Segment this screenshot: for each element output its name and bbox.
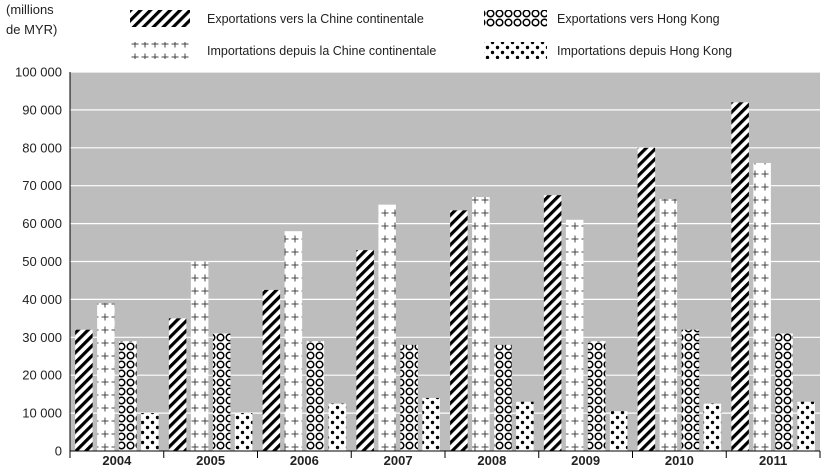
bar	[400, 344, 418, 451]
y-tick-label: 40 000	[22, 292, 62, 307]
y-tick-label: 30 000	[22, 330, 62, 345]
bar	[775, 333, 793, 451]
x-tick-label: 2011	[759, 453, 787, 467]
bar	[753, 162, 771, 451]
bar	[637, 147, 656, 452]
legend-swatch-imports-china	[130, 42, 190, 59]
legend-label-imports-china: Importations depuis la Chine continental…	[207, 44, 436, 58]
bar	[356, 250, 374, 451]
bars	[75, 102, 815, 452]
x-tick-label: 2005	[196, 453, 225, 467]
bar	[212, 333, 231, 451]
x-tick-label: 2009	[571, 453, 600, 467]
bar	[565, 219, 584, 451]
y-tick-label: 50 000	[22, 254, 62, 269]
bar	[234, 413, 253, 451]
legend-label-exports-hk: Exportations vers Hong Kong	[557, 12, 720, 26]
bar	[75, 329, 93, 451]
x-tick-label: 2004	[102, 453, 132, 467]
bar	[141, 413, 159, 451]
bar	[450, 210, 468, 451]
bar	[659, 198, 678, 451]
legend: Exportations vers la Chine continentale …	[130, 10, 732, 59]
legend-swatch-exports-hk	[484, 10, 547, 27]
y-tick-label: 10 000	[22, 406, 62, 421]
bar	[797, 401, 815, 451]
legend-label-exports-china: Exportations vers la Chine continentale	[207, 12, 424, 26]
bar	[516, 401, 534, 451]
bar	[168, 318, 187, 451]
y-tick-label: 90 000	[22, 102, 62, 117]
legend-label-imports-hk: Importations depuis Hong Kong	[557, 44, 732, 58]
y-tick-label: 20 000	[22, 368, 62, 383]
bar	[609, 411, 628, 451]
bar	[703, 403, 722, 451]
x-tick-label: 2006	[290, 453, 319, 467]
bar	[494, 344, 512, 451]
bar	[328, 403, 347, 451]
bar	[731, 102, 749, 451]
bar	[681, 329, 700, 451]
bar	[422, 397, 440, 451]
y-unit-label-line1: (millions	[6, 2, 54, 17]
bar	[262, 289, 281, 451]
y-tick-label: 0	[55, 444, 62, 459]
legend-swatch-exports-china	[130, 10, 190, 27]
x-tick-label: 2007	[384, 453, 413, 467]
bar	[284, 231, 303, 451]
x-tick-label: 2010	[665, 453, 694, 467]
x-tick-label: 2008	[477, 453, 506, 467]
bar	[190, 261, 209, 451]
y-axis-ticks: 0 10 000 20 000 30 000 40 000 50 000 60 000 70 …	[15, 65, 62, 459]
bar	[543, 195, 562, 451]
y-tick-label: 60 000	[22, 216, 62, 231]
bar	[119, 341, 137, 451]
y-tick-label: 70 000	[22, 178, 62, 193]
y-tick-label: 80 000	[22, 140, 62, 155]
bar	[587, 341, 606, 451]
bar	[306, 341, 325, 451]
bar	[378, 204, 396, 451]
bar	[97, 303, 115, 451]
x-axis-ticks: 2004 2005 2006 2007 2008 2009 2010 2011	[69, 451, 821, 468]
y-unit-label-line2: de MYR)	[6, 22, 57, 37]
legend-swatch-imports-hk	[484, 42, 547, 59]
y-tick-label: 100 000	[15, 65, 62, 80]
bar	[472, 197, 490, 451]
